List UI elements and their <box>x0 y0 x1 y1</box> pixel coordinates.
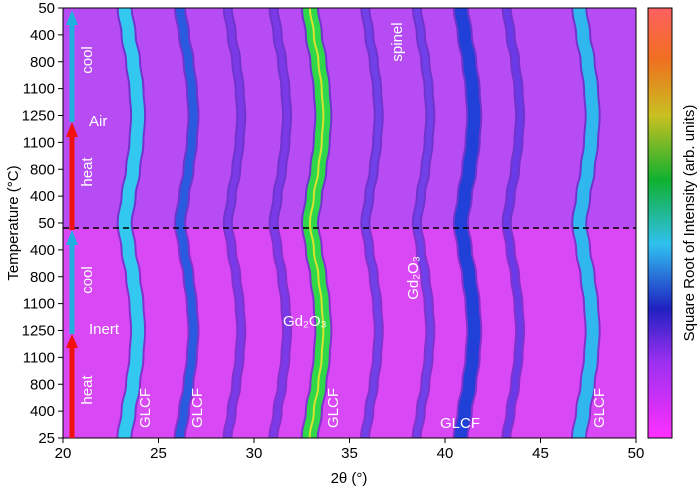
peak-band <box>572 8 599 438</box>
annotation: cool <box>79 46 96 74</box>
heatmap <box>63 8 636 438</box>
x-tick-label: 40 <box>437 445 454 462</box>
y-tick-label: 1100 <box>23 81 55 98</box>
peak-band <box>454 8 481 438</box>
y-tick-label: 400 <box>30 27 55 44</box>
arrow-head <box>66 334 78 348</box>
annotation: Inert <box>89 321 120 338</box>
arrows <box>66 10 78 438</box>
peak-core <box>308 8 325 438</box>
peak-band <box>270 8 291 438</box>
y-tick-label: 1100 <box>23 134 55 151</box>
annotation: spinel <box>389 22 406 61</box>
peak-band <box>413 8 434 438</box>
y-tick-label: 1100 <box>23 349 55 366</box>
colorbar-label: Square Root of Intensity (arb. units) <box>681 105 698 342</box>
y-tick-label: 400 <box>30 242 55 259</box>
peak-band <box>224 8 245 438</box>
x-tick-label: 50 <box>628 445 645 462</box>
annotation: Gd₂O₃ <box>405 256 422 300</box>
arrow-head <box>66 10 78 25</box>
y-tick-label: 800 <box>30 161 55 178</box>
y-tick-label: 1250 <box>22 323 55 340</box>
y-tick-label: 50 <box>38 0 55 17</box>
y-tick-label: 400 <box>30 403 55 420</box>
y-tick-label: 800 <box>30 269 55 286</box>
x-tick-label: 30 <box>246 445 263 462</box>
y-tick-label: 800 <box>30 54 55 71</box>
colorbar <box>647 7 673 439</box>
x-axis-label: 2θ (°) <box>331 470 368 487</box>
y-tick-label: 50 <box>38 215 55 232</box>
peak-band <box>503 8 524 438</box>
peak-band <box>362 8 382 438</box>
annotation: GLCF <box>137 388 154 428</box>
x-tick-label: 45 <box>532 445 549 462</box>
peak-band <box>175 8 198 438</box>
annotation: GLCF <box>440 415 480 432</box>
y-tick-label: 400 <box>30 188 55 205</box>
annotations: cool heat cool heat Air Inert spinel Gd₂… <box>79 22 608 432</box>
x-tick-label: 20 <box>55 445 72 462</box>
inert-region <box>63 228 636 438</box>
annotation: Air <box>89 113 107 130</box>
y-tick-label: 1100 <box>23 296 55 313</box>
annotation: heat <box>79 157 96 187</box>
annotation: Gd₂O₃ <box>283 313 327 330</box>
annotation: heat <box>79 375 96 405</box>
y-axis-label: Temperature (°C) <box>5 165 22 280</box>
air-region <box>63 8 636 228</box>
x-tick-label: 35 <box>341 445 358 462</box>
y-tick-label: 1250 <box>22 108 55 125</box>
annotation: GLCF <box>325 388 342 428</box>
arrow-head <box>66 122 78 137</box>
y-tick-label: 800 <box>30 376 55 393</box>
peak-band <box>118 8 145 438</box>
x-tick-label: 25 <box>150 445 167 462</box>
annotation: cool <box>79 266 96 294</box>
arrow-head <box>66 230 78 245</box>
y-tick-label: 25 <box>38 430 55 447</box>
annotation: GLCF <box>591 388 608 428</box>
annotation: GLCF <box>189 388 206 428</box>
